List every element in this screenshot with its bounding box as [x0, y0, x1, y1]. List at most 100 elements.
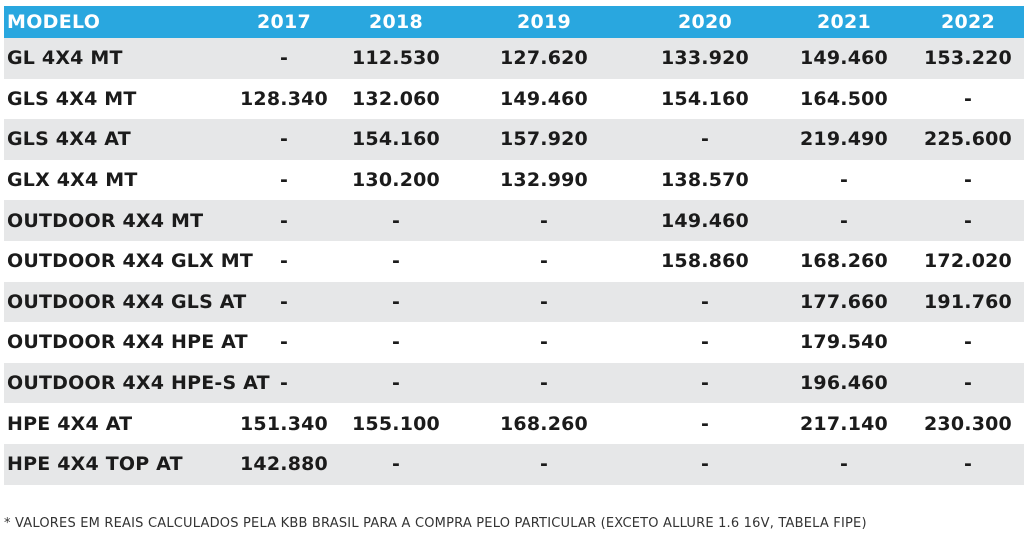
price-cell: -: [391, 453, 401, 476]
price-cell: 128.340: [240, 87, 328, 110]
price-cell: -: [963, 209, 973, 232]
price-cell: -: [539, 453, 549, 476]
price-cell: -: [839, 209, 849, 232]
model-cell: GL 4X4 MT: [7, 47, 123, 70]
price-table: MODELO 2017 2018 2019 2020 2021 2022 GL …: [4, 6, 1024, 485]
price-cell: -: [539, 250, 549, 273]
price-cell: 154.160: [661, 87, 749, 110]
price-cell: 127.620: [500, 47, 588, 70]
price-cell: -: [539, 290, 549, 313]
price-cell: 230.300: [924, 412, 1012, 435]
price-cell: -: [391, 372, 401, 395]
model-cell: OUTDOOR 4X4 HPE-S AT: [7, 372, 270, 395]
price-cell: 138.570: [661, 169, 749, 192]
footnote: * VALORES EM REAIS CALCULADOS PELA KBB B…: [4, 516, 867, 531]
header-2019: 2019: [516, 11, 572, 33]
header-2021: 2021: [816, 11, 872, 33]
header-row: MODELO 2017 2018 2019 2020 2021 2022: [4, 6, 1024, 38]
price-cell: 112.530: [352, 47, 440, 70]
price-cell: 219.490: [800, 128, 888, 151]
price-cell: 151.340: [240, 412, 328, 435]
table-row: OUTDOOR 4X4 GLX MT - - - 158.860 168.260…: [4, 240, 1024, 282]
table-row: GLS 4X4 MT 128.340 132.060 149.460 154.1…: [4, 78, 1024, 120]
price-cell: -: [279, 169, 289, 192]
price-cell: -: [963, 87, 973, 110]
price-cell: -: [391, 331, 401, 354]
price-cell: 155.100: [352, 412, 440, 435]
model-cell: HPE 4X4 AT: [7, 412, 133, 435]
header-2017: 2017: [256, 11, 312, 33]
price-cell: -: [700, 412, 710, 435]
price-cell: -: [700, 453, 710, 476]
price-cell: -: [839, 169, 849, 192]
table-row: HPE 4X4 TOP AT 142.880 - - - - -: [4, 443, 1024, 485]
price-cell: 132.060: [352, 87, 440, 110]
price-cell: -: [279, 128, 289, 151]
table-row: OUTDOOR 4X4 MT - - - 149.460 - -: [4, 200, 1024, 241]
header-2020: 2020: [677, 11, 733, 33]
price-cell: -: [539, 209, 549, 232]
header-2018: 2018: [368, 11, 424, 33]
price-cell: 172.020: [924, 250, 1012, 273]
price-cell: -: [700, 128, 710, 151]
price-cell: -: [279, 47, 289, 70]
model-cell: OUTDOOR 4X4 GLS AT: [7, 290, 247, 313]
model-cell: GLX 4X4 MT: [7, 169, 138, 192]
table-row: HPE 4X4 AT 151.340 155.100 168.260 - 217…: [4, 403, 1024, 444]
table-body: GL 4X4 MT - 112.530 127.620 133.920 149.…: [4, 38, 1024, 485]
price-cell: -: [963, 331, 973, 354]
price-cell: -: [279, 290, 289, 313]
price-cell: 164.500: [800, 87, 888, 110]
price-cell: -: [700, 372, 710, 395]
model-cell: OUTDOOR 4X4 GLX MT: [7, 250, 253, 273]
table-row: GLS 4X4 AT - 154.160 157.920 - 219.490 2…: [4, 119, 1024, 160]
model-cell: HPE 4X4 TOP AT: [7, 453, 183, 476]
model-cell: GLS 4X4 MT: [7, 87, 137, 110]
table-row: OUTDOOR 4X4 HPE-S AT - - - - 196.460 -: [4, 362, 1024, 404]
price-cell: 179.540: [800, 331, 888, 354]
price-cell: -: [963, 372, 973, 395]
price-cell: -: [700, 331, 710, 354]
price-cell: 142.880: [240, 453, 328, 476]
price-cell: 130.200: [352, 169, 440, 192]
price-cell: -: [539, 331, 549, 354]
price-cell: -: [279, 250, 289, 273]
price-cell: 153.220: [924, 47, 1012, 70]
model-cell: OUTDOOR 4X4 HPE AT: [7, 331, 248, 354]
table-row: GL 4X4 MT - 112.530 127.620 133.920 149.…: [4, 38, 1024, 79]
table-row: OUTDOOR 4X4 HPE AT - - - - 179.540 -: [4, 322, 1024, 363]
table-row: GLX 4X4 MT - 130.200 132.990 138.570 - -: [4, 159, 1024, 201]
header-2022: 2022: [940, 11, 996, 33]
price-cell: 196.460: [800, 372, 888, 395]
price-cell: 168.260: [500, 412, 588, 435]
price-cell: 225.600: [924, 128, 1012, 151]
price-cell: 132.990: [500, 169, 588, 192]
price-cell: 154.160: [352, 128, 440, 151]
price-cell: 149.460: [661, 209, 749, 232]
price-cell: -: [700, 290, 710, 313]
model-cell: GLS 4X4 AT: [7, 128, 131, 151]
price-cell: -: [279, 209, 289, 232]
price-cell: 168.260: [800, 250, 888, 273]
model-cell: OUTDOOR 4X4 MT: [7, 209, 204, 232]
top-strip: [0, 0, 1024, 4]
price-cell: 191.760: [924, 290, 1012, 313]
price-cell: -: [279, 372, 289, 395]
table-header: MODELO 2017 2018 2019 2020 2021 2022: [4, 6, 1024, 38]
price-cell: 149.460: [800, 47, 888, 70]
price-cell: 133.920: [661, 47, 749, 70]
header-modelo: MODELO: [7, 11, 101, 33]
price-cell: 177.660: [800, 290, 888, 313]
price-cell: -: [391, 250, 401, 273]
price-cell: -: [963, 453, 973, 476]
price-cell: 158.860: [661, 250, 749, 273]
price-cell: -: [279, 331, 289, 354]
price-cell: 217.140: [800, 412, 888, 435]
price-cell: -: [539, 372, 549, 395]
price-cell: -: [391, 209, 401, 232]
price-cell: 149.460: [500, 87, 588, 110]
price-cell: -: [839, 453, 849, 476]
price-cell: -: [963, 169, 973, 192]
price-cell: 157.920: [500, 128, 588, 151]
table-row: OUTDOOR 4X4 GLS AT - - - - 177.660 191.7…: [4, 281, 1024, 323]
